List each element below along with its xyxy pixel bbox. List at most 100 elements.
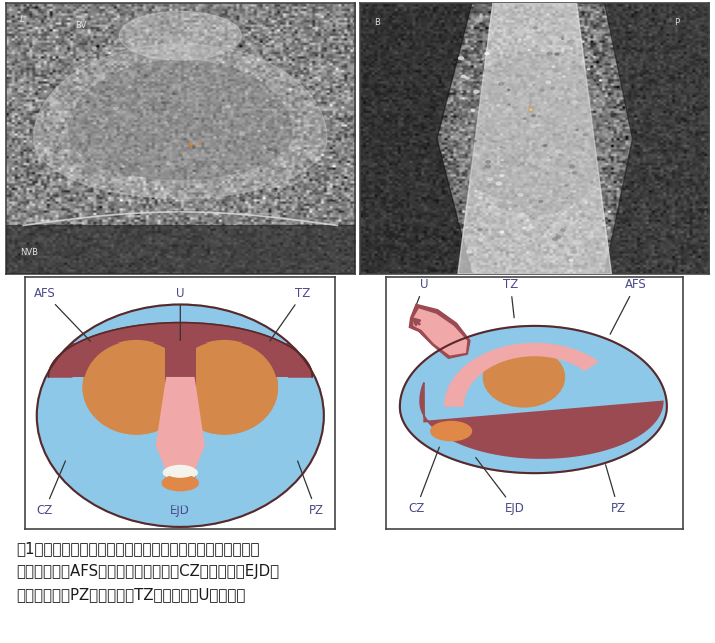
- Ellipse shape: [272, 110, 277, 113]
- Ellipse shape: [523, 228, 526, 229]
- Ellipse shape: [128, 85, 129, 86]
- Ellipse shape: [250, 99, 252, 101]
- Ellipse shape: [272, 206, 275, 208]
- Ellipse shape: [83, 54, 85, 55]
- Ellipse shape: [540, 89, 544, 91]
- Ellipse shape: [74, 209, 78, 211]
- Text: 2: 2: [198, 141, 202, 147]
- Ellipse shape: [300, 154, 302, 155]
- Ellipse shape: [223, 215, 226, 217]
- Ellipse shape: [228, 91, 232, 94]
- Ellipse shape: [539, 201, 543, 203]
- Ellipse shape: [520, 163, 525, 165]
- Text: TZ: TZ: [503, 278, 518, 318]
- Ellipse shape: [80, 203, 82, 204]
- Ellipse shape: [198, 173, 202, 176]
- Ellipse shape: [162, 102, 164, 104]
- Ellipse shape: [516, 96, 518, 97]
- Ellipse shape: [538, 113, 540, 114]
- Text: NVB: NVB: [20, 248, 38, 257]
- Ellipse shape: [478, 229, 482, 231]
- Ellipse shape: [190, 186, 194, 188]
- Ellipse shape: [573, 195, 575, 197]
- Ellipse shape: [288, 95, 292, 98]
- Ellipse shape: [472, 121, 475, 122]
- Ellipse shape: [495, 213, 500, 215]
- Ellipse shape: [99, 105, 102, 107]
- Ellipse shape: [220, 51, 222, 53]
- Ellipse shape: [277, 167, 280, 168]
- Ellipse shape: [485, 165, 490, 168]
- Polygon shape: [444, 343, 599, 407]
- Ellipse shape: [547, 52, 552, 55]
- Ellipse shape: [509, 208, 511, 210]
- Ellipse shape: [322, 58, 325, 60]
- Ellipse shape: [495, 65, 497, 66]
- Ellipse shape: [506, 115, 508, 116]
- Ellipse shape: [178, 212, 180, 213]
- Ellipse shape: [107, 51, 109, 53]
- Ellipse shape: [295, 72, 298, 74]
- Ellipse shape: [227, 203, 230, 205]
- Ellipse shape: [310, 81, 311, 82]
- Ellipse shape: [106, 137, 108, 138]
- Ellipse shape: [517, 93, 522, 95]
- Ellipse shape: [63, 86, 66, 88]
- Ellipse shape: [336, 156, 337, 158]
- Ellipse shape: [548, 114, 551, 116]
- Ellipse shape: [64, 213, 68, 215]
- Text: CZ: CZ: [408, 447, 439, 515]
- Ellipse shape: [46, 188, 50, 190]
- Ellipse shape: [35, 145, 39, 147]
- Ellipse shape: [499, 168, 502, 169]
- Ellipse shape: [499, 64, 502, 65]
- Ellipse shape: [166, 206, 169, 208]
- Ellipse shape: [501, 159, 503, 161]
- Ellipse shape: [516, 75, 521, 77]
- Ellipse shape: [211, 78, 212, 79]
- Ellipse shape: [210, 93, 212, 94]
- Ellipse shape: [606, 28, 610, 30]
- Text: AFS: AFS: [610, 278, 646, 334]
- Polygon shape: [458, 52, 611, 215]
- Ellipse shape: [257, 210, 261, 212]
- Ellipse shape: [599, 182, 602, 183]
- Ellipse shape: [513, 170, 516, 171]
- Ellipse shape: [256, 188, 257, 189]
- Ellipse shape: [110, 80, 114, 83]
- Ellipse shape: [99, 126, 103, 128]
- Ellipse shape: [466, 77, 469, 79]
- Ellipse shape: [173, 116, 177, 118]
- Ellipse shape: [563, 239, 568, 241]
- Ellipse shape: [220, 56, 221, 57]
- Ellipse shape: [470, 43, 475, 46]
- Ellipse shape: [179, 154, 182, 156]
- Ellipse shape: [315, 219, 317, 221]
- Ellipse shape: [166, 466, 194, 477]
- Ellipse shape: [597, 112, 599, 113]
- Ellipse shape: [79, 104, 82, 105]
- Ellipse shape: [292, 136, 295, 138]
- Ellipse shape: [601, 144, 603, 145]
- Ellipse shape: [507, 201, 511, 204]
- Polygon shape: [70, 343, 290, 377]
- Ellipse shape: [570, 165, 575, 168]
- Ellipse shape: [60, 148, 61, 149]
- Ellipse shape: [192, 114, 194, 115]
- Ellipse shape: [132, 206, 135, 208]
- Ellipse shape: [177, 212, 179, 213]
- Ellipse shape: [550, 132, 552, 134]
- Polygon shape: [458, 3, 611, 274]
- Ellipse shape: [114, 114, 116, 116]
- Ellipse shape: [307, 55, 311, 57]
- Ellipse shape: [69, 86, 72, 87]
- Ellipse shape: [483, 347, 564, 407]
- Ellipse shape: [172, 341, 277, 434]
- Ellipse shape: [172, 341, 277, 434]
- Ellipse shape: [226, 105, 230, 107]
- Ellipse shape: [36, 192, 38, 193]
- Ellipse shape: [551, 251, 553, 253]
- Ellipse shape: [486, 185, 490, 188]
- Ellipse shape: [219, 59, 222, 61]
- Ellipse shape: [266, 132, 268, 133]
